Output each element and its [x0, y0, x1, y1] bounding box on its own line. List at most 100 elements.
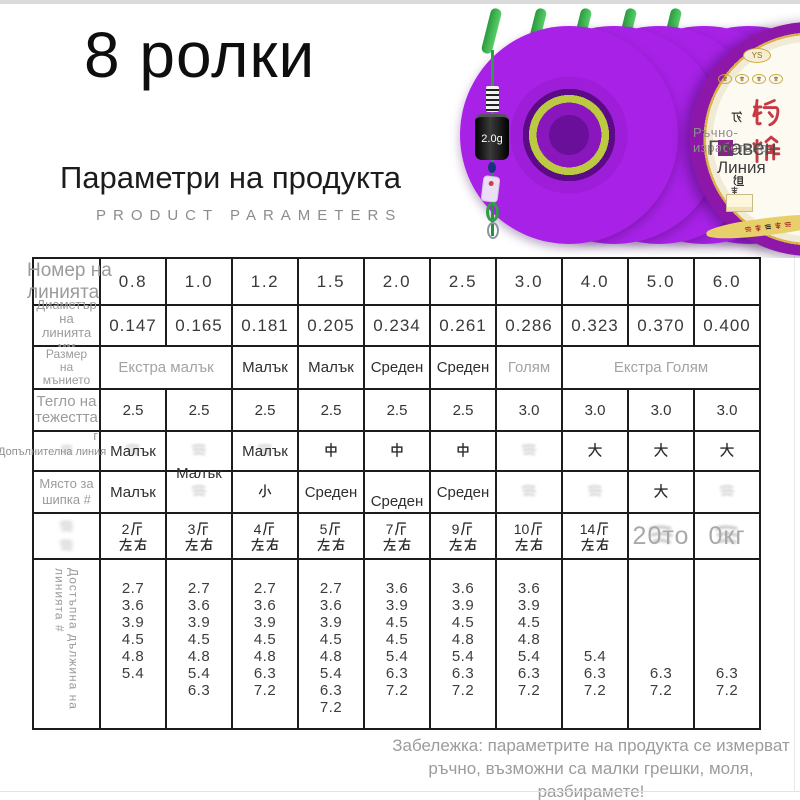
- pull-weight-cell: 7: [365, 514, 429, 558]
- diameter-cell: 0.234: [365, 306, 429, 345]
- cjk-glyph: [764, 223, 772, 229]
- section-title-en: PRODUCT PARAMETERS: [96, 207, 403, 224]
- cjk-glyph: [464, 537, 477, 551]
- row-label-size: Размер на мънието: [34, 347, 99, 388]
- label-char-top: [730, 108, 743, 126]
- diameter-cell: 0.286: [497, 306, 561, 345]
- row-label-lengths: Достъпна дължина на линията #: [52, 568, 81, 710]
- weight-cell: 2.5: [101, 390, 165, 430]
- cjk-glyph: [654, 442, 668, 457]
- size-cell: Екстра Голям: [563, 347, 759, 388]
- weight-cell: 2.5: [167, 390, 231, 430]
- size-cell: Голям: [497, 347, 561, 388]
- cjk-glyph: [752, 135, 781, 163]
- pull-weight-cell: 4: [233, 514, 297, 558]
- size-cell: Екстра малък: [101, 347, 231, 388]
- spike-place-cell: [629, 472, 693, 512]
- weight-label: 2.0g: [481, 132, 503, 145]
- watermark-main: Главен: [708, 137, 777, 160]
- length-list-cell: 2.7 3.6 3.9 4.5 4.8 5.4 6.3 7.2: [299, 560, 363, 728]
- cjk-glyph: [719, 485, 735, 497]
- weight-cell: 3.0: [629, 390, 693, 430]
- weight-cell: 3.0: [695, 390, 759, 430]
- cjk-glyph: [325, 442, 337, 458]
- hook-tag: [480, 175, 501, 203]
- row-label-cell: Достъпна дължина на линията #: [34, 560, 99, 728]
- spike-place-cell: [563, 472, 627, 512]
- row-label-weight: Тегло на тежестта г: [34, 390, 99, 443]
- bottom-divider: [0, 791, 800, 792]
- row-label-extra-line: Допълнителна линия: [0, 446, 107, 458]
- cjk-glyph: [596, 537, 609, 551]
- extra-line-cell: [563, 432, 627, 470]
- line-stops: [486, 86, 499, 112]
- pull-weight-cell: 2: [101, 514, 165, 558]
- cjk-glyph: [383, 537, 396, 551]
- spike-place-cell: Среден: [365, 472, 429, 512]
- cjk-glyph: [752, 99, 780, 127]
- cjk-glyph: [588, 442, 602, 457]
- cjk-glyph: [774, 221, 781, 229]
- swivel-ring: [487, 222, 499, 239]
- cjk-glyph: [263, 522, 275, 536]
- size-cell: Среден: [431, 347, 495, 388]
- line-number-cell: 0.8: [101, 259, 165, 304]
- cjk-glyph: [581, 537, 594, 551]
- pull-weight-cell: 5: [299, 514, 363, 558]
- space-bead: [488, 162, 496, 173]
- diameter-cell: 0.400: [695, 306, 759, 345]
- row-label-spike: Място за шипка #: [34, 472, 99, 512]
- line-number-cell: 1.0: [167, 259, 231, 304]
- line-number-cell: 5.0: [629, 259, 693, 304]
- length-list-cell: 6.3 7.2: [695, 560, 759, 728]
- cjk-glyph: [398, 537, 411, 551]
- cjk-glyph: [457, 442, 469, 458]
- fishing-line-spool: 2.0g: [460, 7, 678, 244]
- cjk-glyph: [521, 444, 537, 456]
- length-list-cell: 5.4 6.3 7.2: [563, 560, 627, 728]
- float-stick: [480, 7, 503, 55]
- product-photo-montage: 2.0g2.0g2.0g2.0g2.0gYSРъчно-изработеноГл…: [440, 0, 800, 258]
- length-list-cell: 2.7 3.6 3.9 4.5 4.8 5.4: [101, 560, 165, 728]
- cjk-glyph: [257, 444, 273, 456]
- lead-weight: 2.0g: [475, 114, 509, 160]
- extra-line-cell: Малък: [167, 432, 231, 482]
- cjk-glyph: [395, 522, 407, 536]
- cjk-glyph: [720, 442, 734, 457]
- cjk-glyph: [119, 537, 132, 551]
- extra-line-cell: [431, 432, 495, 470]
- cjk-glyph: [722, 76, 728, 82]
- cjk-glyph: [391, 442, 403, 458]
- row-label-pull-cn: [34, 514, 99, 558]
- cjk-glyph: [733, 174, 745, 187]
- diameter-cell: 0.370: [629, 306, 693, 345]
- cjk-glyph: [59, 540, 74, 551]
- line-number-cell: 2.5: [431, 259, 495, 304]
- weight-cell: 2.5: [233, 390, 297, 430]
- spike-place-cell: [167, 472, 231, 512]
- cjk-glyph: [731, 111, 743, 123]
- cjk-glyph: [60, 445, 73, 455]
- cjk-glyph: [59, 521, 74, 532]
- line-number-cell: 3.0: [497, 259, 561, 304]
- cjk-glyph: [756, 76, 762, 82]
- brand-name-vertical: [750, 96, 782, 166]
- cjk-glyph: [125, 444, 141, 456]
- pull-weight-cell: 3: [167, 514, 231, 558]
- parameters-table: Номер на линията 0.8 1.0 1.2 1.5 2.0 2.5 3.0 4.0…: [0, 257, 761, 730]
- line-number-cell: 2.0: [365, 259, 429, 304]
- page-title: 8 ролки: [84, 19, 316, 91]
- cjk-glyph: [200, 537, 213, 551]
- cjk-glyph: [329, 522, 341, 536]
- label-gold-band: [705, 210, 800, 243]
- cjk-glyph: [258, 484, 272, 498]
- top-border-strip: [0, 0, 800, 4]
- cjk-glyph: [251, 537, 264, 551]
- extra-line-cell: Малък: [101, 432, 165, 470]
- cjk-glyph: [731, 186, 738, 195]
- diameter-cell: 0.165: [167, 306, 231, 345]
- cjk-glyph: [317, 537, 330, 551]
- spike-place-cell: Среден: [431, 472, 495, 512]
